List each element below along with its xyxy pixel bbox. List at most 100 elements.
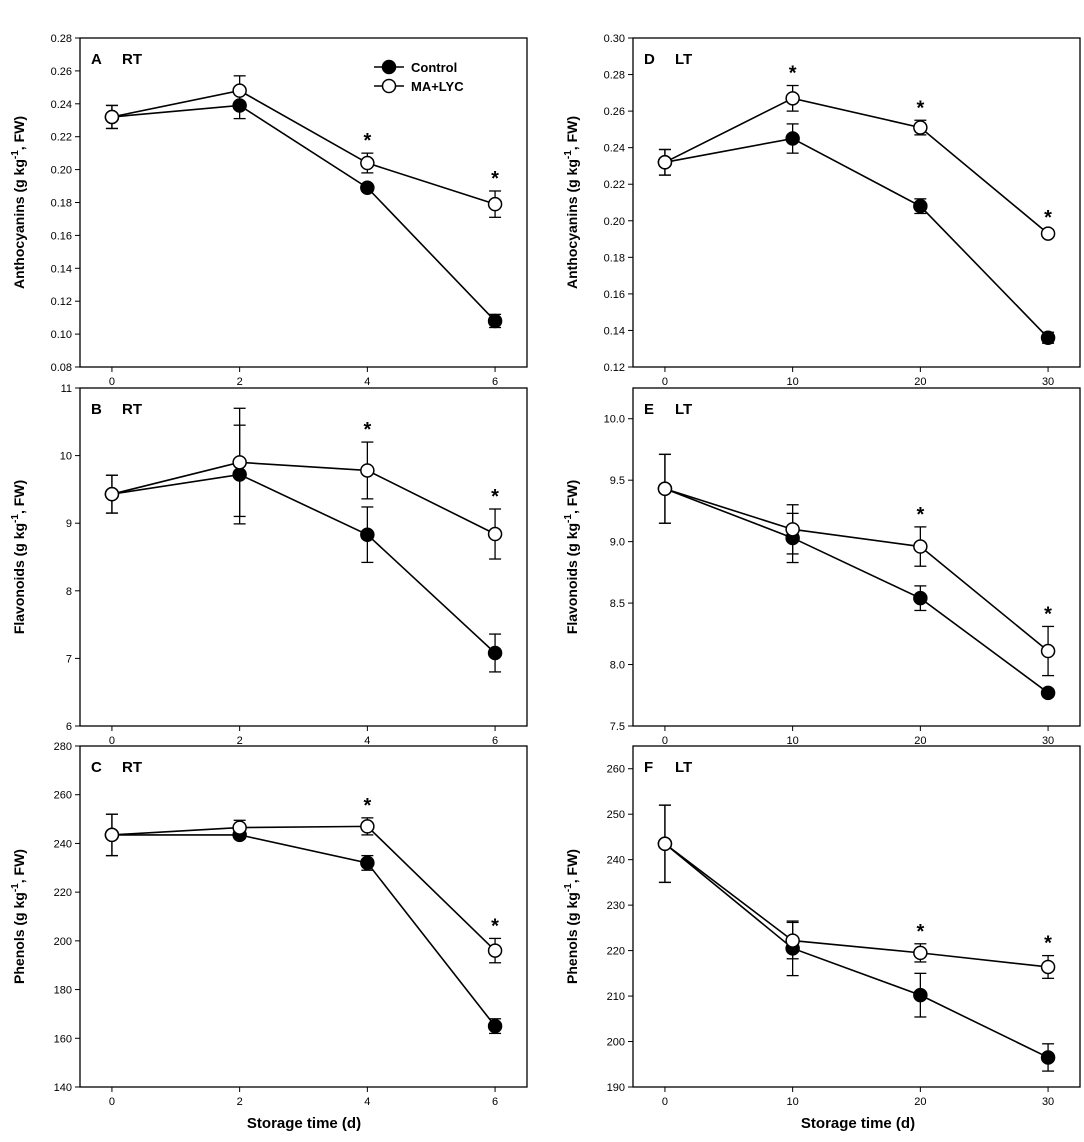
data-point-malyc <box>104 486 120 502</box>
y-axis-title-main: Anthocyanins (g kg <box>11 159 27 289</box>
y-axis-title: Flavonoids (g kg-1, FW) <box>563 480 580 634</box>
x-tick-label: 4 <box>364 1096 370 1108</box>
y-tick-label: 0.14 <box>51 263 72 275</box>
y-tick-label: 0.24 <box>604 143 625 155</box>
series-line-control <box>664 488 1049 694</box>
significance-star: * <box>916 97 924 119</box>
significance-star: * <box>491 486 499 508</box>
data-point-control <box>360 527 375 542</box>
data-point-control <box>1040 330 1056 346</box>
x-tick-label: 0 <box>662 1096 668 1108</box>
x-tick-label: 6 <box>492 735 498 747</box>
x-tick-label: 30 <box>1042 376 1054 388</box>
panel-condition: LT <box>675 51 692 68</box>
y-tick-label: 8 <box>66 586 72 598</box>
y-tick-label: 200 <box>607 1037 625 1049</box>
data-point-malyc <box>1040 643 1056 659</box>
plot-frame <box>79 387 528 727</box>
x-tick-label: 2 <box>237 376 243 388</box>
x-tick-label: 6 <box>492 1096 498 1108</box>
y-tick-label: 240 <box>54 838 72 850</box>
y-tick-label: 0.24 <box>51 99 72 111</box>
legend-label-control: Control <box>411 60 457 75</box>
y-tick-label: 6 <box>66 721 72 733</box>
y-tick-label: 0.12 <box>51 296 72 308</box>
y-tick-label: 0.26 <box>604 106 625 118</box>
y-tick-label: 0.30 <box>604 33 625 45</box>
x-tick-label: 10 <box>787 1096 799 1108</box>
y-tick-label: 280 <box>54 741 72 753</box>
y-tick-label: 9.5 <box>610 475 625 487</box>
series-line-control <box>111 834 496 1027</box>
significance-star: * <box>789 63 797 85</box>
y-tick-label: 0.16 <box>51 230 72 242</box>
y-tick-label: 9.0 <box>610 537 625 549</box>
data-point-control <box>785 131 800 146</box>
y-tick-label: 10 <box>60 451 72 463</box>
series-line-malyc <box>664 488 1049 652</box>
x-tick-label: 0 <box>109 1096 115 1108</box>
data-point-control <box>913 590 928 606</box>
data-point-control <box>1040 685 1056 701</box>
y-tick-label: 200 <box>54 936 72 948</box>
x-tick-label: 30 <box>1042 1096 1054 1108</box>
y-tick-label: 190 <box>607 1082 625 1094</box>
y-axis-title-tail: , FW) <box>564 116 580 150</box>
significance-star: * <box>1044 207 1052 229</box>
y-tick-label: 10.0 <box>604 414 625 426</box>
y-tick-label: 240 <box>607 855 625 867</box>
significance-star: * <box>1044 933 1052 955</box>
y-tick-label: 0.28 <box>51 33 72 45</box>
y-axis-title-main: Phenols (g kg <box>564 892 580 984</box>
data-point-control <box>913 198 928 214</box>
data-point-malyc <box>487 526 503 542</box>
y-tick-label: 0.18 <box>604 252 625 264</box>
panel-letter: F <box>644 759 653 776</box>
y-tick-label: 260 <box>54 790 72 802</box>
data-point-malyc <box>104 109 120 125</box>
data-point-control <box>487 313 503 329</box>
y-tick-label: 0.16 <box>604 289 625 301</box>
y-axis-title: Flavonoids (g kg-1, FW) <box>10 480 27 634</box>
x-tick-label: 6 <box>492 376 498 388</box>
y-tick-label: 0.22 <box>51 132 72 144</box>
y-tick-label: 0.08 <box>51 362 72 374</box>
series-line-malyc <box>111 89 496 205</box>
x-tick-label: 2 <box>237 735 243 747</box>
y-axis-title: Phenols (g kg-1, FW) <box>563 849 580 984</box>
y-tick-label: 220 <box>54 887 72 899</box>
y-tick-label: 160 <box>54 1033 72 1045</box>
panel-letter: A <box>91 51 102 68</box>
y-tick-label: 0.28 <box>604 70 625 82</box>
y-tick-label: 9 <box>66 518 72 530</box>
data-point-malyc <box>360 819 375 834</box>
series-line-malyc <box>664 97 1049 235</box>
significance-star: * <box>491 168 499 190</box>
y-axis-title: Anthocyanins (g kg-1, FW) <box>10 116 27 289</box>
data-point-control <box>487 645 503 661</box>
y-axis-title-superscript: -1 <box>10 514 21 523</box>
x-tick-label: 0 <box>109 376 115 388</box>
data-point-malyc <box>232 83 247 98</box>
data-point-malyc <box>913 120 928 135</box>
significance-star: * <box>363 419 371 441</box>
panel-condition: LT <box>675 759 692 776</box>
y-tick-label: 0.20 <box>51 165 72 177</box>
data-point-malyc <box>1040 959 1056 975</box>
y-tick-label: 7 <box>66 653 72 665</box>
x-tick-label: 10 <box>787 735 799 747</box>
y-tick-label: 0.14 <box>604 325 625 337</box>
series-line-control <box>664 843 1049 1059</box>
significance-star: * <box>363 795 371 817</box>
y-axis-title-main: Anthocyanins (g kg <box>564 159 580 289</box>
y-tick-label: 140 <box>54 1082 72 1094</box>
panel-letter: B <box>91 401 102 418</box>
y-axis-title-tail: , FW) <box>11 480 27 514</box>
y-tick-label: 220 <box>607 946 625 958</box>
x-tick-label: 2 <box>237 1096 243 1108</box>
data-point-malyc <box>487 943 503 958</box>
y-tick-label: 11 <box>61 383 72 395</box>
panel-condition: LT <box>675 401 692 418</box>
y-axis-title-main: Flavonoids (g kg <box>11 523 27 634</box>
